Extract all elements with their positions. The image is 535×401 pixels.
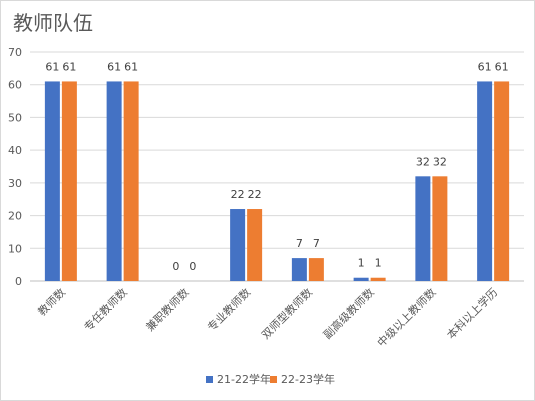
data-label: 61 [45, 60, 59, 73]
legend-swatch [206, 376, 213, 383]
bar [353, 277, 369, 281]
bar [44, 81, 60, 281]
bar [415, 176, 431, 281]
legend: 21-22学年 22-23学年 [206, 372, 335, 386]
data-label: 1 [358, 257, 365, 270]
x-tick-label: 双师型教师数 [258, 285, 315, 342]
y-tick-label: 40 [8, 144, 22, 157]
data-label: 61 [107, 60, 121, 73]
x-tick-label: 专业教师数 [204, 285, 253, 334]
legend-swatch [270, 376, 277, 383]
y-tick-label: 70 [8, 46, 22, 59]
data-label: 32 [433, 155, 447, 168]
x-tick-label: 本科以上学历 [444, 285, 501, 342]
bar [370, 277, 386, 281]
y-tick-label: 60 [8, 79, 22, 92]
bar [61, 81, 77, 281]
data-label: 32 [416, 155, 430, 168]
data-label: 7 [313, 237, 320, 250]
bar [247, 209, 263, 281]
x-tick-label: 专任教师数 [81, 285, 130, 334]
bar [123, 81, 139, 281]
data-label: 1 [375, 257, 382, 270]
y-tick-label: 10 [8, 242, 22, 255]
x-tick-label: 兼职教师数 [143, 286, 191, 334]
bar [432, 176, 448, 281]
legend-label: 21-22学年 [217, 372, 271, 386]
x-tick-label: 教师数 [35, 286, 68, 319]
bar [308, 258, 324, 281]
bar [494, 81, 510, 281]
y-tick-label: 20 [8, 210, 22, 223]
data-label: 22 [231, 188, 245, 201]
y-tick-label: 50 [8, 111, 22, 124]
bar [230, 209, 246, 281]
y-axis: 0 10 20 30 40 50 60 70 [8, 46, 22, 288]
legend-label: 22-23学年 [281, 372, 335, 386]
data-label: 0 [172, 260, 179, 273]
bar [106, 81, 122, 281]
x-tick-label: 副高级教师数 [320, 285, 377, 342]
data-label: 61 [495, 60, 509, 73]
data-label: 22 [248, 188, 262, 201]
bar [477, 81, 493, 281]
data-label: 0 [189, 260, 196, 273]
data-label: 61 [124, 60, 138, 73]
bar [291, 258, 307, 281]
chart-title: 教师队伍 [13, 11, 93, 35]
bars [44, 81, 510, 281]
data-label: 61 [478, 60, 492, 73]
data-label: 61 [62, 60, 76, 73]
y-tick-label: 30 [8, 177, 22, 190]
y-tick-label: 0 [15, 275, 22, 288]
data-label: 7 [296, 237, 303, 250]
x-tick-label: 中级以上教师数 [375, 286, 439, 350]
gridlines [30, 51, 524, 282]
